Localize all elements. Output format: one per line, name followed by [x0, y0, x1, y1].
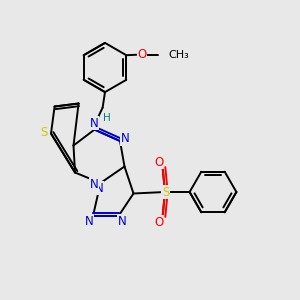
Text: O: O [154, 215, 164, 229]
Text: S: S [162, 185, 169, 199]
Text: CH₃: CH₃ [168, 50, 189, 60]
Text: O: O [137, 48, 146, 61]
Text: N: N [90, 117, 99, 130]
Text: H: H [103, 113, 111, 123]
Text: S: S [41, 126, 48, 140]
Text: N: N [85, 214, 94, 228]
Text: O: O [154, 155, 164, 169]
Text: N: N [118, 214, 127, 228]
Text: N: N [121, 132, 130, 145]
Text: N: N [94, 182, 103, 195]
Text: N: N [89, 178, 98, 191]
